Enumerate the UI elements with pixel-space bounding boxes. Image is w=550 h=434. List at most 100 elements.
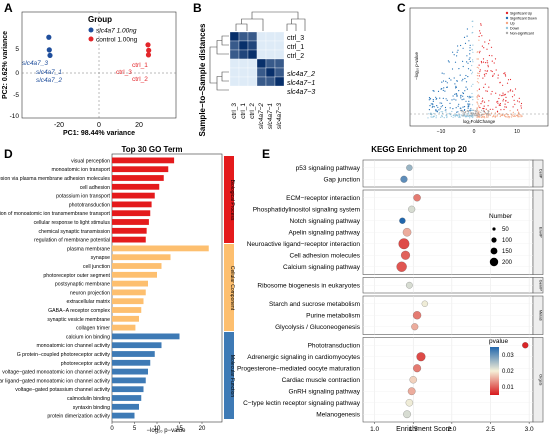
volcano-point xyxy=(455,85,457,87)
kegg-dot xyxy=(421,300,428,307)
x-tick-label: 1.0 xyxy=(370,426,379,433)
volcano-point xyxy=(476,102,478,104)
volcano-point xyxy=(499,81,501,83)
volcano-point xyxy=(482,110,484,112)
go-term-label: calmodulin binding xyxy=(67,396,110,402)
volcano-point xyxy=(454,93,456,95)
volcano-point xyxy=(483,86,485,88)
volcano-point xyxy=(513,115,516,117)
volcano-point xyxy=(486,116,488,118)
volcano-point xyxy=(482,61,485,63)
pca-point xyxy=(46,47,52,53)
panel-a: A Group slc4a7 1.00ng control 1.00ng slc… xyxy=(2,1,177,137)
volcano-point xyxy=(488,43,490,45)
volcano-point xyxy=(477,94,479,96)
volcano-point xyxy=(485,115,488,117)
legend-title: Group xyxy=(88,15,112,24)
volcano-point xyxy=(466,110,468,112)
go-term-label: extracellular matrix xyxy=(66,299,110,305)
x-tick-label: 20 xyxy=(199,426,206,432)
volcano-point xyxy=(480,24,482,26)
volcano-point xyxy=(452,51,454,53)
volcano-point xyxy=(461,111,463,113)
volcano-point xyxy=(432,90,434,92)
kegg-dot xyxy=(406,281,413,289)
volcano-point xyxy=(472,59,474,61)
go-term-label: monoatomic ion channel activity xyxy=(36,343,110,349)
volcano-point xyxy=(454,83,456,85)
volcano-point xyxy=(476,116,478,118)
go-bar xyxy=(112,227,147,234)
go-bar xyxy=(112,298,144,305)
volcano-point xyxy=(443,87,445,89)
volcano-point xyxy=(463,98,465,100)
volcano-point xyxy=(485,108,487,110)
volcano-point xyxy=(504,72,506,74)
volcano-point xyxy=(497,100,499,102)
heatmap-cell xyxy=(256,49,267,60)
heatmap-cell xyxy=(247,67,258,78)
volcano-point xyxy=(472,61,474,63)
volcano-point xyxy=(469,117,471,119)
kegg-term-label: Cell adhesion molecules xyxy=(290,253,361,260)
volcano-point xyxy=(483,101,486,103)
volcano-point xyxy=(436,105,438,107)
volcano-point xyxy=(472,96,474,98)
go-term-label: synaptic vesicle membrane xyxy=(47,317,110,323)
point-label: ctrl_3 xyxy=(116,69,132,76)
volcano-point xyxy=(494,116,496,118)
volcano-point xyxy=(439,108,441,110)
volcano-point xyxy=(452,114,454,116)
volcano-point xyxy=(488,100,490,102)
volcano-point xyxy=(518,97,520,99)
go-term-label: GABA−A receptor complex xyxy=(48,308,110,314)
volcano-point xyxy=(502,98,505,100)
volcano-point xyxy=(443,73,445,75)
volcano-point xyxy=(452,116,454,118)
group-strip xyxy=(532,159,544,188)
go-bar xyxy=(112,157,175,164)
category-strip-label: Cellular Component xyxy=(229,266,235,311)
volcano-point xyxy=(517,111,520,113)
volcano-point xyxy=(448,61,450,63)
volcano-point xyxy=(432,99,434,101)
pca-point xyxy=(145,42,151,48)
volcano-point xyxy=(457,111,459,113)
volcano-point xyxy=(441,115,443,117)
volcano-point xyxy=(458,68,460,70)
volcano-point xyxy=(465,81,468,83)
go-term-label: potassium ion transport xyxy=(56,194,110,200)
volcano-point xyxy=(461,80,463,82)
volcano-point xyxy=(445,109,447,111)
volcano-point xyxy=(427,117,429,119)
panel-d-letter: D xyxy=(4,147,13,161)
volcano-point xyxy=(505,96,507,98)
volcano-point xyxy=(448,77,450,79)
volcano-point xyxy=(478,67,480,69)
volcano-point xyxy=(469,53,471,55)
col-label: slc4a7−3 xyxy=(276,103,283,130)
go-term-label: protein dimerization activity xyxy=(47,414,110,420)
volcano-point xyxy=(513,99,515,101)
volcano-point xyxy=(521,115,523,117)
volcano-point xyxy=(437,90,440,92)
volcano-point xyxy=(473,114,475,116)
col-label: ctrl_3 xyxy=(231,103,238,119)
kegg-dot xyxy=(403,410,411,419)
group-strip-label: GenIP xyxy=(539,280,544,292)
volcano-point xyxy=(478,35,480,38)
volcano-point xyxy=(489,39,491,41)
volcano-point xyxy=(428,99,430,101)
heatmap-cell xyxy=(238,40,249,51)
volcano-point xyxy=(441,112,444,114)
volcano-point xyxy=(478,110,480,112)
volcano-point xyxy=(455,114,458,116)
go-bar xyxy=(112,289,146,296)
category-strip-label: Molecular Function xyxy=(229,355,235,397)
volcano-point xyxy=(446,82,448,84)
volcano-point xyxy=(470,96,472,98)
kegg-dot xyxy=(399,217,406,224)
volcano-point xyxy=(432,103,434,105)
volcano-point xyxy=(437,106,439,108)
